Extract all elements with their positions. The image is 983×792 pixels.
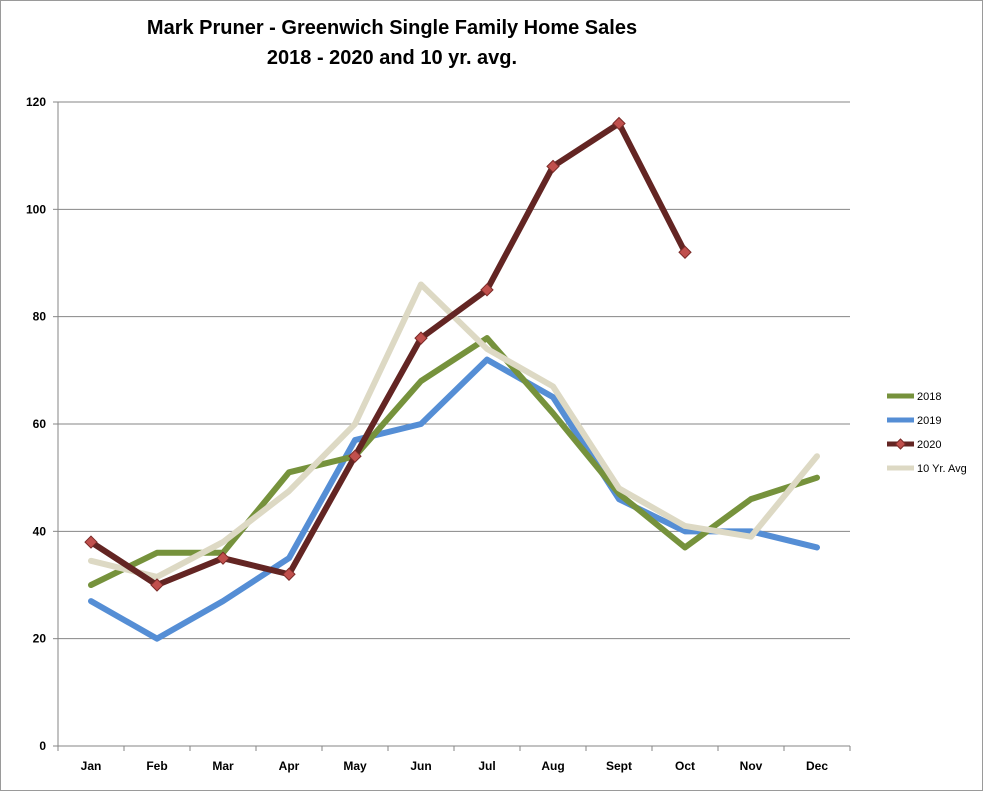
series-line-2020 xyxy=(88,120,688,588)
y-tick-label: 120 xyxy=(26,95,46,109)
x-tick-label: Nov xyxy=(740,759,763,773)
chart-subtitle: 2018 - 2020 and 10 yr. avg. xyxy=(267,47,517,69)
axes: 0 20 40 60 80 100 120 Jan Feb Mar Apr May Jun Jul Aug S… xyxy=(26,95,851,773)
data-point-2020 xyxy=(348,449,362,463)
data-point-2020 xyxy=(414,331,428,345)
x-tick-label: Jul xyxy=(478,759,495,773)
legend-label-2019: 2019 xyxy=(917,415,941,427)
y-tick-label: 60 xyxy=(33,417,47,431)
y-tick-label: 40 xyxy=(33,524,47,538)
data-point-2020 xyxy=(216,551,230,565)
x-tick-label: Apr xyxy=(279,759,300,773)
data-point-2020 xyxy=(480,283,494,297)
series-line-2018 xyxy=(88,335,820,588)
data-point-2020 xyxy=(612,116,626,131)
series-lines xyxy=(84,116,820,642)
y-tick-label: 80 xyxy=(33,310,47,324)
x-tick-label: Sept xyxy=(606,759,632,773)
x-tick-label: Jan xyxy=(81,759,102,773)
legend-marker-2020 xyxy=(894,438,907,450)
x-tick-label: Feb xyxy=(146,759,167,773)
y-tick-label: 20 xyxy=(33,632,47,646)
chart-title: Mark Pruner - Greenwich Single Family Ho… xyxy=(147,17,637,39)
legend-label-10-yr-avg: 10 Yr. Avg xyxy=(917,463,967,475)
x-tick-label: Oct xyxy=(675,759,695,773)
data-point-2020 xyxy=(678,245,692,259)
data-point-2020 xyxy=(546,159,560,174)
x-tick-label: Jun xyxy=(410,759,431,773)
legend: 2018 2019 2020 10 Yr. Avg xyxy=(887,391,967,475)
x-tick-label: Aug xyxy=(541,759,564,773)
x-tick-label: Dec xyxy=(806,759,828,773)
y-tick-label: 0 xyxy=(39,739,46,753)
y-tick-label: 100 xyxy=(26,202,46,216)
legend-label-2018: 2018 xyxy=(917,391,941,403)
data-point-2020 xyxy=(282,567,296,581)
x-tick-label: May xyxy=(343,759,367,773)
x-tick-label: Mar xyxy=(212,759,234,773)
series-line-2019 xyxy=(88,356,820,642)
gridlines xyxy=(58,101,850,640)
data-point-2020 xyxy=(84,535,98,549)
legend-label-2020: 2020 xyxy=(917,439,941,451)
data-point-2020 xyxy=(150,578,164,592)
